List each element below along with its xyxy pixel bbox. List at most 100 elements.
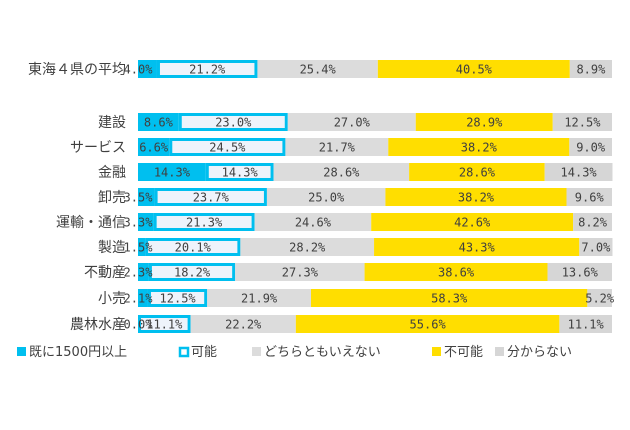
bar-already-8 xyxy=(138,289,148,307)
value-label-unknown-9: 11.1% xyxy=(568,318,605,332)
value-label-possible-5: 21.3% xyxy=(186,216,223,230)
value-label-unknown-1: 12.5% xyxy=(564,116,601,130)
category-label-8: 小売 xyxy=(98,291,126,307)
bar-unknown-8 xyxy=(587,289,612,307)
bar-unknown-5 xyxy=(573,213,612,231)
value-label-unknown-0: 8.9% xyxy=(576,63,606,77)
bar-impossible-3 xyxy=(409,163,545,181)
bar-unknown-4 xyxy=(566,188,612,206)
bar-possible-5 xyxy=(153,213,255,231)
value-label-impossible-7: 38.6% xyxy=(438,266,475,280)
bar-neutral-6 xyxy=(240,238,375,256)
bar-impossible-9 xyxy=(295,315,560,333)
category-label-1: 建設 xyxy=(98,115,126,131)
bar-neutral-4 xyxy=(266,188,386,206)
bar-possible-8 xyxy=(147,289,208,307)
legend: 既に1500円以上 可能 どちらともいえない 不可能 分からない xyxy=(17,345,572,360)
value-label-impossible-5: 42.6% xyxy=(454,216,491,230)
value-label-possible-8: 12.5% xyxy=(160,292,197,306)
value-label-possible-4: 23.7% xyxy=(193,191,230,205)
bar-possible-1 xyxy=(178,113,288,131)
value-label-possible-2: 24.5% xyxy=(209,141,246,155)
value-label-neutral-8: 21.9% xyxy=(241,292,278,306)
bar-already-0 xyxy=(138,60,157,78)
value-label-unknown-2: 9.0% xyxy=(576,141,606,155)
value-label-impossible-0: 40.5% xyxy=(456,63,493,77)
bar-unknown-7 xyxy=(547,263,612,281)
bar-possible-9 xyxy=(138,315,191,333)
value-label-impossible-6: 43.3% xyxy=(459,241,496,255)
bar-impossible-0 xyxy=(377,60,570,78)
bar-already-5 xyxy=(138,213,154,231)
legend-marker-unknown xyxy=(495,347,504,356)
category-label-3: 金融 xyxy=(98,165,126,181)
legend-marker-possible xyxy=(178,346,190,358)
category-label-6: 製造 xyxy=(98,240,126,256)
bar-impossible-5 xyxy=(371,213,574,231)
bar-unknown-6 xyxy=(579,238,613,256)
legend-label-already: 既に1500円以上 xyxy=(29,345,127,360)
value-label-neutral-2: 21.7% xyxy=(319,141,356,155)
value-label-unknown-5: 8.2% xyxy=(578,216,608,230)
value-label-impossible-1: 28.9% xyxy=(466,116,503,130)
value-label-already-1: 8.6% xyxy=(144,116,174,130)
value-label-already-3: 14.3% xyxy=(154,166,191,180)
category-label-7: 不動産 xyxy=(84,265,126,281)
value-label-possible-0: 21.2% xyxy=(189,63,226,77)
bar-neutral-9 xyxy=(190,315,296,333)
value-label-unknown-7: 13.6% xyxy=(562,266,599,280)
value-labels: 4.0% 21.2% 25.4% 40.5% 8.9% 8.6% 23.0% 27.0% 28.… xyxy=(124,63,615,332)
bar-already-4 xyxy=(138,188,155,206)
bar-possible-2 xyxy=(169,138,286,156)
bar-unknown-2 xyxy=(569,138,612,156)
value-label-neutral-6: 28.2% xyxy=(289,241,326,255)
value-label-already-8: 2.1% xyxy=(124,292,154,306)
category-label-0: 東海４県の平均 xyxy=(28,62,126,78)
legend-marker-impossible xyxy=(432,347,441,356)
value-label-possible-3: 14.3% xyxy=(222,166,259,180)
bar-impossible-2 xyxy=(388,138,570,156)
legend-marker-already xyxy=(17,347,26,356)
value-label-already-4: 3.5% xyxy=(124,191,154,205)
bar-already-3 xyxy=(138,163,206,181)
value-label-possible-1: 23.0% xyxy=(215,116,252,130)
bar-neutral-8 xyxy=(207,289,312,307)
bar-unknown-9 xyxy=(559,315,612,333)
category-label-2: サービス xyxy=(70,140,126,156)
value-label-impossible-4: 38.2% xyxy=(458,191,495,205)
bar-unknown-0 xyxy=(569,60,612,78)
bar-impossible-8 xyxy=(311,289,588,307)
value-label-impossible-3: 28.6% xyxy=(459,166,496,180)
value-label-unknown-6: 7.0% xyxy=(581,241,611,255)
value-label-already-9: 0.0% xyxy=(124,318,154,332)
value-label-unknown-3: 14.3% xyxy=(561,166,598,180)
bar-already-1 xyxy=(138,113,179,131)
value-label-impossible-2: 38.2% xyxy=(461,141,498,155)
bars-layer xyxy=(138,60,613,333)
value-label-possible-6: 20.1% xyxy=(175,241,212,255)
bar-neutral-1 xyxy=(287,113,416,131)
value-label-already-2: 6.6% xyxy=(139,141,169,155)
bar-unknown-1 xyxy=(552,113,612,131)
value-label-impossible-8: 58.3% xyxy=(431,292,468,306)
bar-possible-7 xyxy=(148,263,236,281)
legend-marker-neutral xyxy=(252,347,261,356)
value-label-neutral-1: 27.0% xyxy=(334,116,371,130)
value-label-unknown-4: 9.6% xyxy=(575,191,605,205)
bar-impossible-1 xyxy=(415,113,553,131)
value-label-already-7: 2.3% xyxy=(124,266,154,280)
bar-already-2 xyxy=(138,138,170,156)
value-label-neutral-4: 25.0% xyxy=(308,191,345,205)
value-label-neutral-5: 24.6% xyxy=(295,216,332,230)
legend-label-unknown: 分からない xyxy=(507,345,572,360)
bar-possible-3 xyxy=(205,163,274,181)
category-label-4: 卸売 xyxy=(98,190,126,206)
legend-label-possible: 可能 xyxy=(191,345,217,360)
value-label-unknown-8: 5.2% xyxy=(585,292,615,306)
bar-neutral-7 xyxy=(235,263,365,281)
bar-possible-6 xyxy=(145,238,241,256)
legend-label-neutral: どちらともいえない xyxy=(264,345,381,360)
bar-already-7 xyxy=(138,263,149,281)
